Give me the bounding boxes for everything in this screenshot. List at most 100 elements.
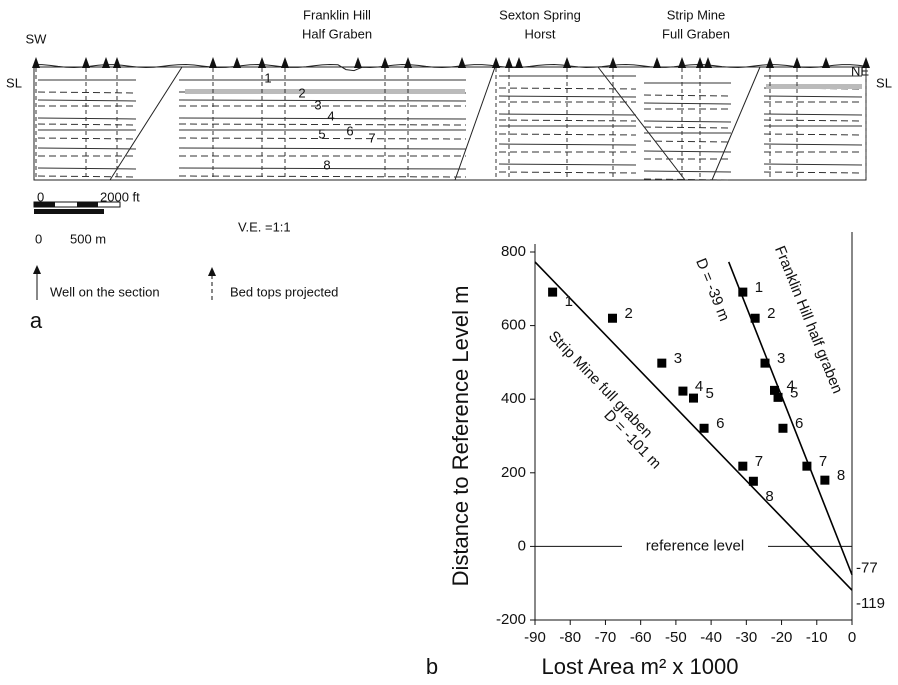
bed-boundary <box>178 137 467 140</box>
x-tick-label: -80 <box>559 629 581 646</box>
structure-label: Horst <box>524 26 555 41</box>
well-symbol <box>822 57 830 68</box>
marker-bed <box>185 89 465 94</box>
bed-boundary <box>643 178 732 181</box>
point-label: 2 <box>624 305 632 322</box>
bed-boundary <box>763 113 863 116</box>
bed-boundary <box>178 167 467 170</box>
scale-label: 0 <box>37 189 44 204</box>
bed-boundary <box>498 163 637 166</box>
x-axis-label: Lost Area m² x 1000 <box>542 654 739 679</box>
bed-boundary <box>37 117 137 120</box>
well-symbol <box>862 57 870 68</box>
structure-label: Franklin Hill <box>303 7 371 22</box>
well-symbol <box>102 57 110 68</box>
well-symbol <box>793 57 801 68</box>
well-symbol <box>505 57 513 68</box>
point-label: 2 <box>767 305 775 322</box>
panel-label: b <box>426 654 438 679</box>
well-symbol <box>258 57 266 68</box>
end-label: SW <box>26 31 48 46</box>
scale-label: 2000 ft <box>100 189 140 204</box>
data-point <box>770 385 780 395</box>
fit-line <box>727 261 853 576</box>
well-symbol <box>381 57 389 68</box>
bed-number: 3 <box>314 97 321 112</box>
well-symbol <box>32 57 40 68</box>
bed-boundary <box>763 133 863 136</box>
data-point <box>748 476 758 486</box>
structure-label: Sexton Spring <box>499 7 581 22</box>
panel-label: a <box>30 308 43 333</box>
well-symbol <box>766 57 774 68</box>
bed-boundary <box>37 123 137 126</box>
point-label: 7 <box>755 453 763 470</box>
y-tick-label: 800 <box>501 243 526 260</box>
intercept-label: -77 <box>856 560 878 577</box>
well-symbol <box>696 57 704 68</box>
x-tick-label: -60 <box>630 629 652 646</box>
point-label: 1 <box>755 279 763 296</box>
well-symbol <box>209 57 217 68</box>
line-annotation: D = -39 m <box>692 256 733 324</box>
point-label: 6 <box>795 415 803 432</box>
well-symbol <box>704 57 712 68</box>
point-label: 7 <box>819 453 827 470</box>
point-label: 1 <box>565 293 573 310</box>
bed-boundary <box>178 117 467 120</box>
legend-label: Well on the section <box>50 284 160 299</box>
legend-label: Bed tops projected <box>230 284 338 299</box>
line-name: Strip Mine full graben <box>545 328 656 442</box>
scale-bar <box>77 202 98 207</box>
bed-boundary <box>763 143 863 146</box>
legend-projected-arrow <box>208 267 216 276</box>
bed-boundary <box>643 126 732 129</box>
scale-bar <box>34 209 104 214</box>
y-tick-label: 0 <box>518 537 526 554</box>
x-tick-label: 0 <box>848 629 856 646</box>
bed-boundary <box>37 167 137 170</box>
bed-number: 2 <box>298 85 305 100</box>
well-symbol <box>678 57 686 68</box>
well-symbol <box>653 57 661 68</box>
sea-level-label: SL <box>6 75 22 90</box>
x-tick-label: -10 <box>806 629 828 646</box>
data-point <box>773 392 783 402</box>
data-point <box>699 423 709 433</box>
bed-boundary <box>763 171 863 174</box>
well-symbol <box>492 57 500 68</box>
cross-section-panel: SW NE SL SL Franklin Hill Half Graben Se… <box>6 7 892 332</box>
x-tick-label: -70 <box>595 629 617 646</box>
well-symbol <box>233 57 241 68</box>
bed-boundary <box>763 119 863 122</box>
fault <box>454 66 496 181</box>
data-point <box>802 461 812 471</box>
scale-bar <box>34 202 55 207</box>
point-label: 4 <box>787 377 795 394</box>
data-point <box>607 313 617 323</box>
topography <box>33 63 867 72</box>
bed-boundary <box>498 143 637 146</box>
bed-boundary <box>763 163 863 166</box>
data-point <box>750 313 760 323</box>
bed-boundary <box>178 123 467 126</box>
bed-boundary <box>178 147 467 150</box>
fit-line <box>534 261 853 591</box>
bed-boundary <box>37 175 137 178</box>
y-tick-label: 600 <box>501 317 526 334</box>
x-tick-label: -30 <box>735 629 757 646</box>
point-label: 5 <box>790 384 798 401</box>
scale-label: 0 <box>35 231 42 246</box>
reference-label: reference level <box>646 537 744 554</box>
point-label: 5 <box>706 385 714 402</box>
bed-boundary <box>498 87 637 90</box>
bed-boundary <box>643 120 732 123</box>
ve-label: V.E. =1:1 <box>238 219 291 234</box>
structure-label: Full Graben <box>662 26 730 41</box>
structure-label: Strip Mine <box>667 7 726 22</box>
well-symbol <box>354 57 362 68</box>
point-label: 3 <box>777 350 785 367</box>
